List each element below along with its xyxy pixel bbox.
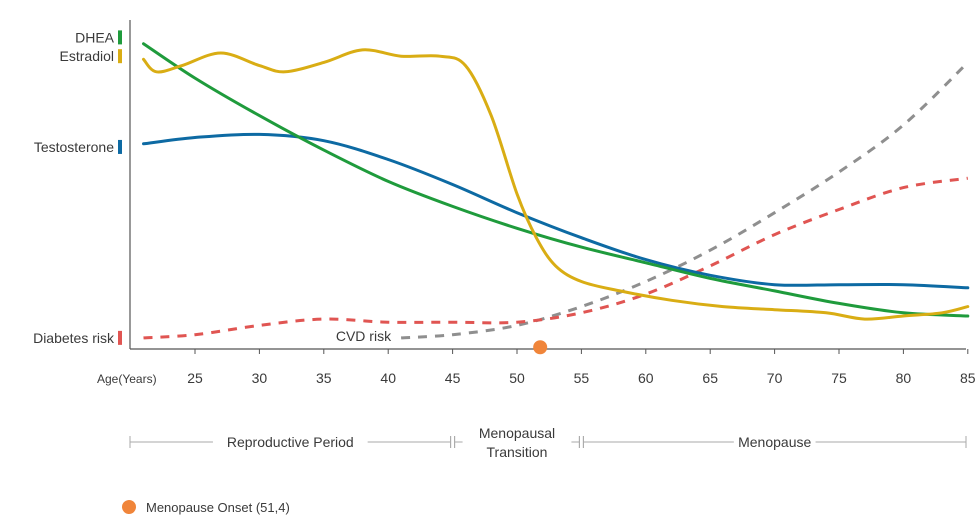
y-label-marker-estradiol bbox=[118, 49, 122, 64]
x-tick-label-75: 75 bbox=[831, 370, 847, 386]
x-axis-label: Age(Years) bbox=[97, 372, 157, 386]
x-tick-label-55: 55 bbox=[574, 370, 590, 386]
x-tick-label-45: 45 bbox=[445, 370, 461, 386]
series-line-dhea bbox=[142, 42, 970, 318]
menopause-onset-marker bbox=[533, 340, 548, 355]
period-1-label-line1: Menopausal bbox=[479, 425, 555, 441]
legend-marker-menopause-onset bbox=[122, 500, 136, 514]
x-tick-label-40: 40 bbox=[380, 370, 396, 386]
x-tick-label-30: 30 bbox=[252, 370, 268, 386]
legend-label-menopause-onset: Menopause Onset (51,4) bbox=[146, 500, 290, 515]
x-tick-label-70: 70 bbox=[767, 370, 783, 386]
y-label-estradiol: Estradiol bbox=[60, 48, 114, 64]
series-line-estradiol bbox=[142, 48, 970, 321]
y-label-marker-testosterone bbox=[118, 139, 122, 154]
y-label-marker-diabetes-risk bbox=[118, 330, 122, 345]
x-tick-label-35: 35 bbox=[316, 370, 332, 386]
y-label-marker-dhea bbox=[118, 30, 122, 45]
series-line-diabetes-risk bbox=[143, 176, 969, 340]
x-tick-label-85: 85 bbox=[960, 370, 976, 386]
series-line-testosterone bbox=[142, 132, 970, 290]
series-line-cvd-risk bbox=[400, 61, 969, 340]
x-tick-label-25: 25 bbox=[187, 370, 203, 386]
period-1-label-line2: Transition bbox=[487, 444, 548, 460]
x-tick-label-65: 65 bbox=[702, 370, 718, 386]
period-2-label: Menopause bbox=[738, 434, 811, 450]
x-tick-label-80: 80 bbox=[896, 370, 912, 386]
x-tick-label-50: 50 bbox=[509, 370, 525, 386]
series-label-cvd-risk: CVD risk bbox=[336, 328, 392, 344]
y-label-diabetes-risk: Diabetes risk bbox=[33, 330, 115, 346]
x-tick-label-60: 60 bbox=[638, 370, 654, 386]
y-label-testosterone: Testosterone bbox=[34, 139, 114, 155]
period-0-label: Reproductive Period bbox=[227, 434, 354, 450]
y-label-dhea: DHEA bbox=[75, 29, 115, 45]
